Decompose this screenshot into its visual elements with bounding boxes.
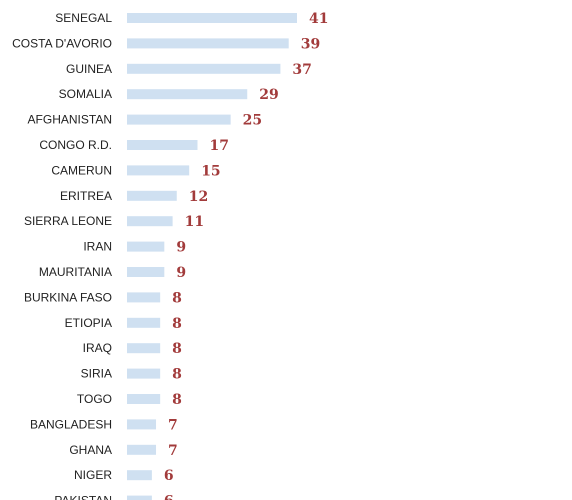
value-label: 29: [259, 87, 278, 103]
category-label: TOGO: [77, 392, 112, 406]
value-label: 37: [292, 62, 311, 78]
bar: [127, 292, 161, 303]
value-label: 11: [185, 214, 204, 230]
category-label: IRAQ: [83, 341, 112, 355]
category-label: BANGLADESH: [30, 417, 112, 431]
category-label: BURKINA FASO: [24, 290, 112, 304]
category-label: PAKISTAN: [54, 494, 112, 500]
value-label: 9: [176, 240, 186, 256]
bar: [127, 267, 165, 277]
value-label: 8: [172, 367, 182, 383]
bar: [127, 419, 157, 430]
category-label: GUINEA: [66, 62, 112, 76]
category-label: GHANA: [69, 443, 112, 457]
bar: [127, 394, 161, 404]
bar: [127, 13, 297, 23]
value-label: 8: [172, 341, 182, 357]
value-label: 6: [164, 494, 174, 500]
value-label: 8: [172, 316, 182, 332]
category-label: NIGER: [74, 468, 112, 482]
bar: [127, 495, 152, 500]
bar: [127, 343, 161, 354]
value-label: 8: [172, 392, 182, 408]
bar: [127, 470, 152, 481]
bar: [127, 241, 165, 252]
bar: [127, 165, 190, 176]
category-label: SENEGAL: [55, 11, 112, 25]
bar: [127, 190, 177, 201]
value-label: 9: [176, 265, 186, 281]
value-label: 12: [189, 189, 208, 205]
value-label: 17: [209, 138, 228, 154]
value-label: 39: [301, 36, 320, 52]
category-label: CAMERUN: [51, 163, 112, 177]
bar: [127, 38, 289, 49]
value-label: 25: [243, 113, 262, 129]
value-label: 6: [164, 468, 174, 484]
category-label: SOMALIA: [59, 87, 112, 101]
bar: [127, 140, 198, 150]
category-label: COSTA D'AVORIO: [12, 36, 112, 50]
category-label: AFGHANISTAN: [28, 113, 112, 127]
bar: [127, 216, 173, 227]
bar: [127, 63, 281, 74]
category-label: ERITREA: [60, 189, 112, 203]
value-label: 41: [309, 11, 328, 27]
value-label: 7: [168, 443, 178, 459]
category-label: ETIOPIA: [65, 316, 112, 330]
value-label: 7: [168, 417, 178, 433]
category-label: CONGO R.D.: [39, 138, 112, 152]
value-label: 8: [172, 290, 182, 306]
bar: [127, 368, 161, 379]
category-label: IRAN: [83, 240, 112, 254]
category-label: SIERRA LEONE: [24, 214, 112, 228]
category-label: SIRIA: [81, 367, 112, 381]
bar: [127, 114, 231, 125]
bar: [127, 444, 157, 455]
category-label: MAURITANIA: [39, 265, 112, 279]
bar: [127, 317, 161, 328]
value-label: 15: [201, 163, 220, 179]
bar: [127, 89, 248, 100]
